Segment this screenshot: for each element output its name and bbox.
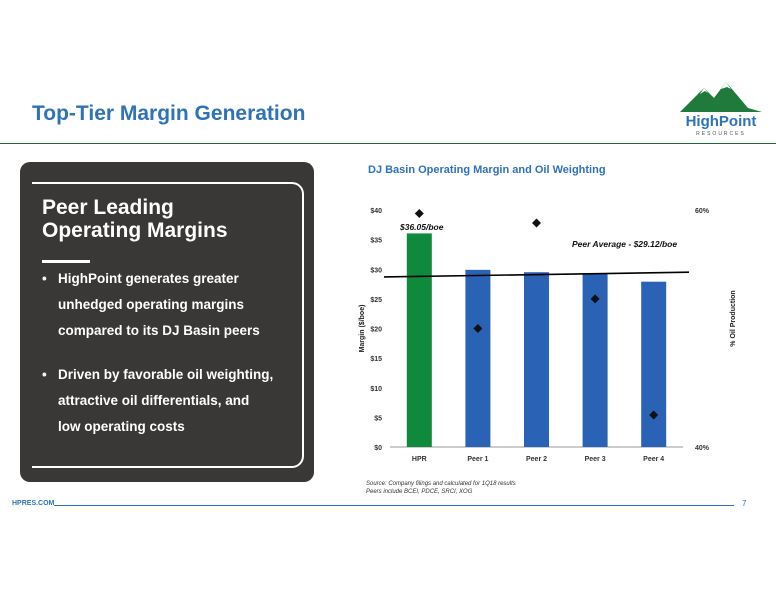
bar (524, 272, 549, 447)
bullet-item: • Driven by favorable oil weighting, att… (42, 362, 318, 440)
y-tick-label: $0 (374, 445, 382, 452)
y-tick-label: $40 (370, 208, 382, 215)
y2-tick-label: 40% (695, 445, 710, 452)
peer-average-line (383, 271, 690, 278)
panel-title: Peer Leading Operating Margins (42, 196, 292, 242)
hpr-value-label: $36.05/boe (399, 222, 444, 232)
peer-average-label: Peer Average - $29.12/boe (572, 239, 677, 249)
x-tick-label: Peer 3 (585, 456, 606, 463)
source-note: Source: Company filings and calculated f… (366, 480, 516, 496)
bullet-dot-icon: • (42, 367, 47, 382)
y-tick-label: $35 (370, 238, 382, 245)
margin-oil-chart: $0 $5 $10 $15 $20 $25 $30 $35 $40 40% 60% Margin ($… (359, 208, 737, 463)
bullet-line: low operating costs (58, 419, 185, 434)
bullet-line: Driven by favorable oil weighting, (58, 367, 274, 382)
bullet-line: HighPoint generates greater (58, 271, 239, 286)
bar (641, 281, 667, 447)
summary-panel: Peer Leading Operating Margins • HighPoi… (20, 162, 314, 482)
logo-wordmark: HighPoint (685, 113, 757, 130)
oil-weight-marker (590, 294, 600, 304)
panel-title-rule (42, 260, 90, 263)
oil-weight-marker (649, 410, 659, 420)
x-tick-label: Peer 1 (467, 456, 488, 463)
mountain-icon (680, 82, 762, 112)
bullet-line: compared to its DJ Basin peers (58, 323, 260, 338)
y-tick-label: $10 (370, 386, 382, 393)
y2-tick-label: 60% (695, 208, 710, 215)
slide-title: Top-Tier Margin Generation (32, 102, 306, 125)
x-tick-label: HPR (412, 456, 427, 463)
y-tick-label: $25 (370, 297, 382, 304)
bullet-line: attractive oil differentials, and (58, 393, 250, 408)
company-logo: HighPoint RESOURCES (676, 80, 766, 140)
y2-axis-label: % Oil Production (730, 290, 737, 346)
source-line: Source: Company filings and calculated f… (366, 481, 516, 487)
oil-weight-marker (532, 218, 541, 228)
y-tick-label: $5 (374, 415, 382, 422)
title-divider (0, 143, 776, 144)
panel-frame (32, 182, 304, 468)
x-tick-label: Peer 2 (526, 456, 547, 463)
bullet-line: unhedged operating margins (58, 297, 245, 312)
oil-weight-marker (473, 324, 483, 333)
page-number: 7 (742, 499, 747, 508)
source-line: Peers include BCEI, PDCE, SRCI, XOG (366, 489, 473, 495)
oil-weight-marker (414, 209, 424, 219)
bar (465, 269, 491, 447)
panel-title-line1: Peer Leading (42, 196, 174, 219)
bullet-item: • HighPoint generates greater unhedged o… (42, 266, 318, 344)
bar (406, 233, 432, 447)
bullet-dot-icon: • (42, 271, 47, 286)
panel-title-line2: Operating Margins (42, 219, 228, 242)
chart-title: DJ Basin Operating Margin and Oil Weight… (368, 164, 606, 176)
y-axis-label: Margin ($/boe) (359, 305, 366, 353)
y-tick-label: $20 (370, 327, 382, 334)
y-tick-label: $30 (370, 267, 382, 274)
logo-subtext: RESOURCES (696, 131, 746, 137)
x-tick-label: Peer 4 (643, 456, 664, 463)
footer-url: HPRES.COM (12, 500, 55, 507)
y-tick-label: $15 (370, 356, 382, 363)
footer-rule (54, 505, 734, 506)
